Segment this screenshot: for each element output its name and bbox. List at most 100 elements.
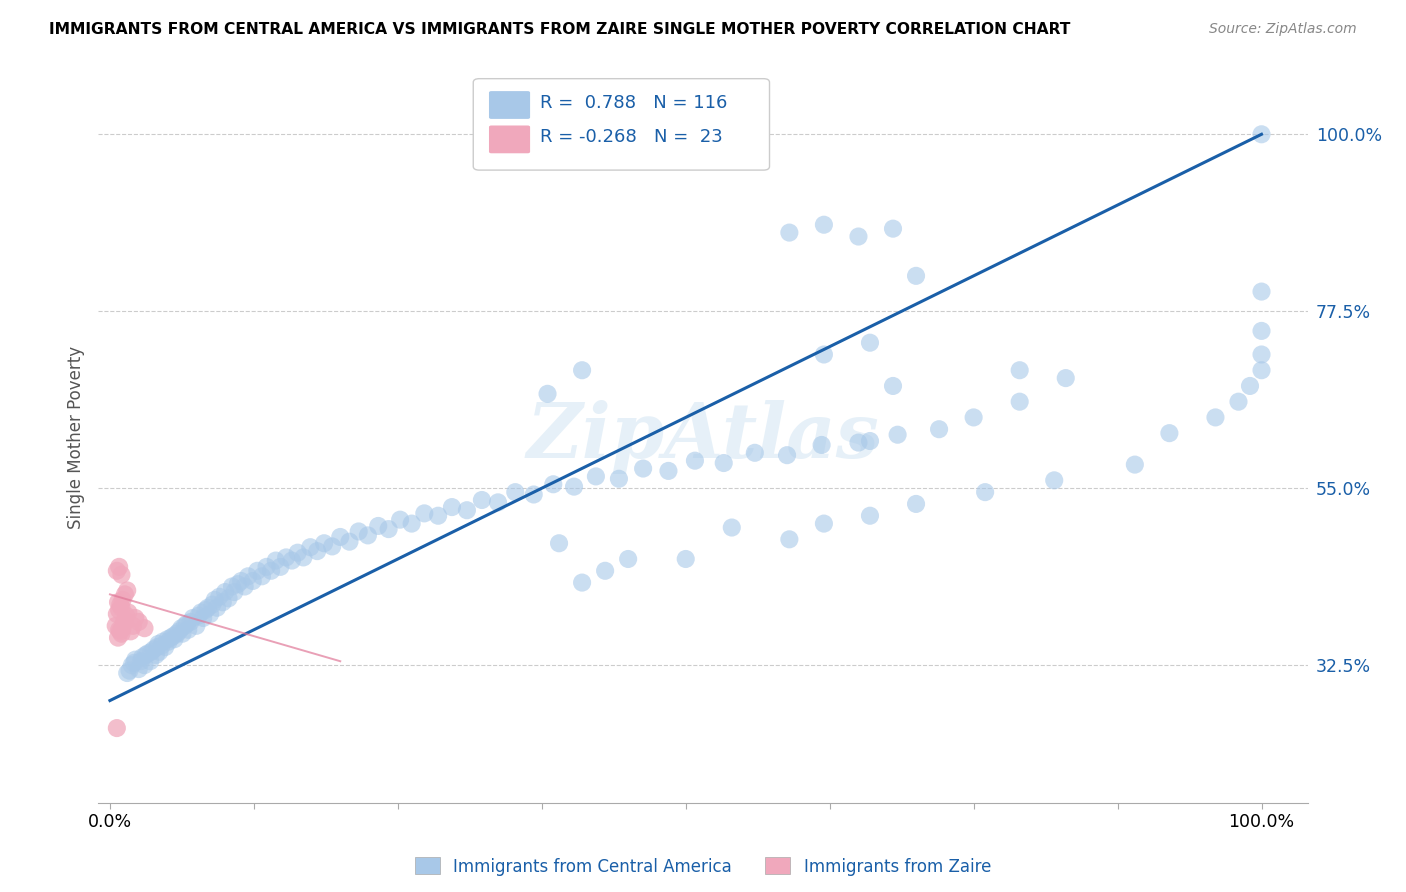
Point	[413, 507, 436, 521]
Point	[120, 624, 142, 639]
Point	[631, 461, 654, 475]
Point	[221, 580, 243, 594]
Point	[197, 600, 219, 615]
Point	[427, 508, 450, 523]
Point	[776, 448, 799, 462]
Point	[329, 530, 352, 544]
Point	[135, 648, 157, 662]
Point	[114, 613, 136, 627]
Point	[110, 600, 132, 615]
Point	[859, 434, 882, 448]
Point	[214, 585, 236, 599]
Point	[859, 335, 882, 350]
Point	[683, 453, 706, 467]
Point	[1123, 458, 1146, 472]
Point	[177, 623, 200, 637]
Point	[187, 608, 209, 623]
Y-axis label: Single Mother Poverty: Single Mother Poverty	[66, 345, 84, 529]
Point	[974, 485, 997, 500]
Point	[367, 519, 389, 533]
Point	[1227, 394, 1250, 409]
Point	[536, 387, 558, 401]
Point	[571, 363, 593, 377]
Point	[176, 616, 198, 631]
FancyBboxPatch shape	[489, 126, 530, 153]
Point	[607, 472, 630, 486]
Point	[108, 559, 131, 574]
Point	[107, 595, 129, 609]
Point	[211, 595, 233, 609]
Point	[314, 536, 336, 550]
Point	[236, 569, 259, 583]
Point	[859, 508, 882, 523]
Point	[440, 500, 463, 514]
Point	[128, 615, 150, 629]
Point	[122, 619, 145, 633]
Point	[204, 593, 226, 607]
Point	[928, 422, 950, 436]
Point	[1250, 324, 1272, 338]
Text: ZipAtlas: ZipAtlas	[527, 401, 879, 474]
Point	[166, 626, 188, 640]
Point	[401, 516, 423, 531]
Point	[813, 218, 835, 232]
Point	[1054, 371, 1077, 385]
Point	[357, 528, 380, 542]
Point	[157, 634, 180, 648]
Point	[155, 640, 177, 654]
Point	[486, 495, 509, 509]
Point	[848, 229, 870, 244]
Point	[111, 621, 134, 635]
Point	[118, 664, 141, 678]
Point	[1043, 473, 1066, 487]
Text: Source: ZipAtlas.com: Source: ZipAtlas.com	[1209, 22, 1357, 37]
Point	[172, 626, 194, 640]
Point	[141, 645, 163, 659]
Point	[163, 632, 186, 647]
Point	[115, 666, 138, 681]
Point	[134, 658, 156, 673]
Point	[122, 656, 145, 670]
Point	[287, 546, 309, 560]
Point	[562, 480, 585, 494]
Point	[571, 575, 593, 590]
Point	[389, 513, 412, 527]
Point	[167, 624, 190, 639]
Point	[110, 598, 132, 612]
Point	[260, 564, 283, 578]
Point	[105, 607, 128, 621]
Point	[882, 379, 904, 393]
Point	[128, 662, 150, 676]
Point	[1204, 410, 1226, 425]
Point	[905, 268, 928, 283]
Point	[905, 497, 928, 511]
Point	[810, 438, 832, 452]
Point	[377, 522, 399, 536]
Point	[146, 640, 169, 654]
Point	[117, 606, 139, 620]
Point	[201, 598, 224, 612]
Point	[110, 624, 132, 639]
Point	[173, 619, 195, 633]
Point	[471, 493, 494, 508]
Point	[1250, 347, 1272, 361]
Point	[813, 347, 835, 361]
Point	[246, 564, 269, 578]
Point	[136, 646, 159, 660]
Point	[456, 503, 478, 517]
Point	[193, 611, 215, 625]
Point	[713, 456, 735, 470]
Point	[226, 577, 249, 591]
Point	[744, 446, 766, 460]
Point	[108, 603, 131, 617]
Point	[198, 607, 221, 621]
Point	[292, 550, 315, 565]
Point	[281, 553, 304, 567]
Point	[617, 552, 640, 566]
Point	[523, 487, 546, 501]
Point	[156, 632, 179, 647]
Point	[778, 226, 800, 240]
Point	[848, 435, 870, 450]
Point	[593, 564, 616, 578]
Point	[269, 559, 291, 574]
